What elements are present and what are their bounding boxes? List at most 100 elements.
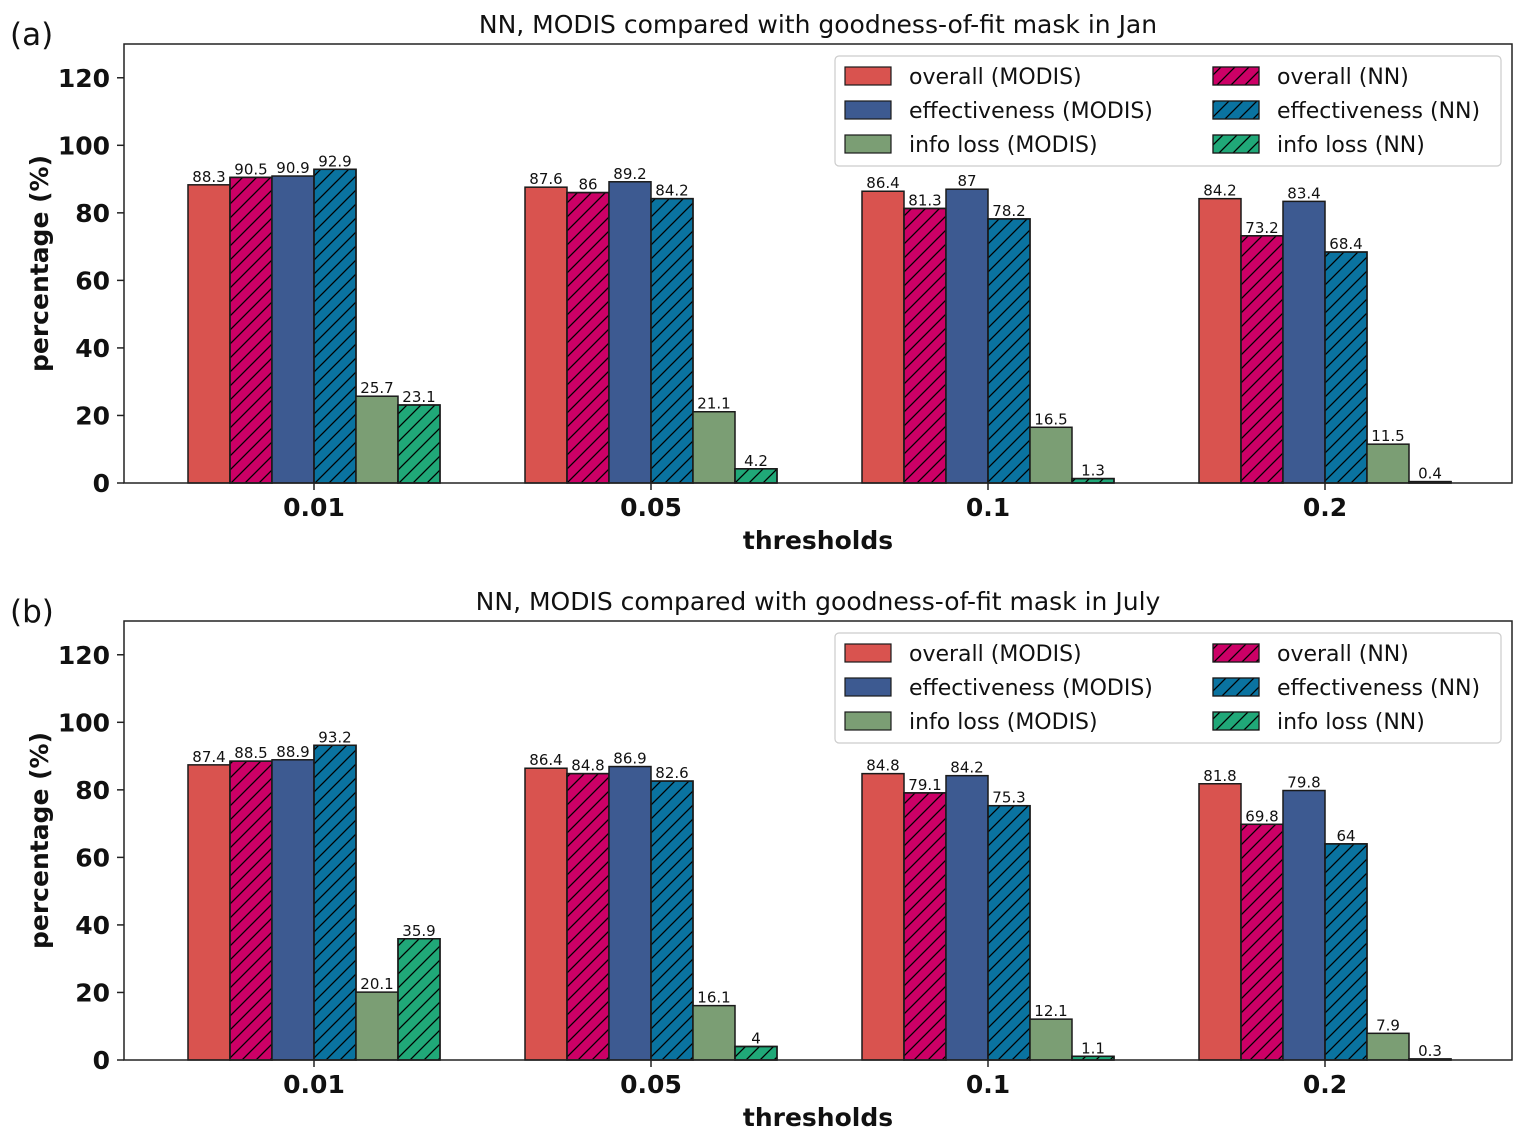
data-label: 86 [578, 176, 597, 194]
bar-hatch [987, 804, 1031, 1061]
data-label: 79.1 [908, 776, 941, 794]
bar-overall-modis-0.1 [861, 772, 905, 1061]
bar-overall-modis-0.1 [861, 190, 905, 484]
legend-swatch [844, 134, 892, 154]
bar-hatch [566, 772, 610, 1061]
legend: overall (MODIS) overall (NN) effectiveness… [834, 55, 1502, 167]
bar-hatch [397, 938, 441, 1061]
y-tick-label: 60 [75, 843, 110, 872]
bar-info-loss-modis-0.2 [1366, 1032, 1410, 1061]
bar-info-loss-modis-0.1 [1029, 426, 1073, 484]
data-label: 92.9 [318, 152, 351, 170]
data-label: 16.5 [1034, 410, 1067, 428]
y-tick-label: 100 [58, 131, 110, 160]
bar-effectiveness-modis-0.01 [271, 759, 315, 1061]
data-label: 21.1 [697, 395, 730, 413]
bar-info-loss-modis-0.1 [1029, 1018, 1073, 1061]
legend-swatch-hatch [1212, 100, 1260, 120]
bar-overall-modis-0.01 [187, 764, 231, 1061]
data-label: 84.2 [1203, 182, 1236, 200]
x-tick-label: 0.05 [620, 1070, 682, 1099]
legend-label: info loss (NN) [1277, 133, 1425, 158]
data-label: 35.9 [402, 922, 435, 940]
data-label: 20.1 [360, 975, 393, 993]
data-label: 89.2 [613, 165, 646, 183]
x-axis-label: thresholds [743, 526, 893, 555]
data-label: 1.3 [1081, 462, 1105, 480]
y-axis-label: percentage (%) [25, 155, 54, 372]
data-label: 87 [957, 172, 976, 190]
y-tick-label: 40 [75, 911, 110, 940]
legend-label: info loss (MODIS) [909, 710, 1098, 735]
bar-hatch [229, 176, 273, 484]
data-label: 88.3 [192, 168, 225, 186]
y-tick-label: 120 [58, 64, 110, 93]
y-axis-label: percentage (%) [25, 732, 54, 949]
bar-hatch [397, 404, 441, 484]
data-label: 84.8 [866, 757, 899, 775]
data-label: 90.5 [234, 160, 267, 178]
bar-hatch [566, 191, 610, 484]
data-label: 84.8 [571, 757, 604, 775]
data-label: 84.2 [950, 759, 983, 777]
legend-label: overall (NN) [1277, 642, 1409, 667]
legend-swatch [844, 643, 892, 663]
y-tick-label: 0 [93, 1046, 110, 1075]
bar-info-loss-modis-0.01 [355, 395, 399, 484]
data-label: 84.2 [655, 182, 688, 200]
legend-swatch-hatch [1212, 677, 1260, 697]
legend-label: info loss (NN) [1277, 710, 1425, 735]
bar-hatch [903, 792, 947, 1061]
data-label: 0.4 [1418, 465, 1442, 483]
data-label: 86.9 [613, 750, 646, 768]
legend-label: overall (NN) [1277, 65, 1409, 90]
bar-effectiveness-modis-0.05 [608, 765, 652, 1061]
panel-label: (b) [10, 594, 54, 630]
data-label: 83.4 [1287, 184, 1320, 202]
axes-frame [123, 43, 1513, 484]
data-label: 16.1 [697, 989, 730, 1007]
y-tick-label: 100 [58, 708, 110, 737]
legend-label: overall (MODIS) [909, 65, 1082, 90]
data-label: 68.4 [1329, 235, 1362, 253]
bar-hatch [313, 744, 357, 1061]
x-tick-label: 0.01 [283, 1070, 345, 1099]
bar-hatch [734, 1045, 778, 1061]
legend-frame [834, 55, 1502, 167]
legend-swatch-hatch [1212, 643, 1260, 663]
data-label: 73.2 [1245, 219, 1278, 237]
y-tick-label: 120 [58, 641, 110, 670]
y-tick-label: 60 [75, 266, 110, 295]
legend-label: info loss (MODIS) [909, 133, 1098, 158]
bar-info-loss-modis-0.05 [692, 410, 736, 484]
bar-hatch [734, 468, 778, 484]
legend-label: overall (MODIS) [909, 642, 1082, 667]
data-label: 78.2 [992, 202, 1025, 220]
bar-hatch [987, 218, 1031, 484]
legend-swatch [844, 66, 892, 86]
bar-overall-modis-0.05 [524, 186, 568, 484]
y-tick-label: 40 [75, 334, 110, 363]
bar-overall-modis-0.01 [187, 184, 231, 484]
legend-swatch [844, 677, 892, 697]
y-tick-label: 80 [75, 199, 110, 228]
data-label: 81.3 [908, 191, 941, 209]
data-label: 88.5 [234, 744, 267, 762]
data-label: 90.9 [276, 159, 309, 177]
legend-swatch-hatch [1212, 66, 1260, 86]
bar-info-loss-modis-0.01 [355, 991, 399, 1061]
legend: overall (MODIS) overall (NN) effectiveness… [834, 632, 1502, 744]
bar-hatch [313, 168, 357, 484]
x-tick-label: 0.2 [1303, 493, 1347, 522]
legend-swatch-hatch [1212, 711, 1260, 731]
data-label: 0.3 [1418, 1042, 1442, 1060]
data-label: 12.1 [1034, 1002, 1067, 1020]
chart-title: NN, MODIS compared with goodness-of-fit … [479, 10, 1157, 39]
legend-frame [834, 632, 1502, 744]
data-label: 79.8 [1287, 774, 1320, 792]
data-label: 87.6 [529, 170, 562, 188]
bar-overall-modis-0.2 [1198, 783, 1242, 1061]
x-tick-label: 0.1 [966, 1070, 1010, 1099]
data-label: 1.1 [1081, 1039, 1105, 1057]
